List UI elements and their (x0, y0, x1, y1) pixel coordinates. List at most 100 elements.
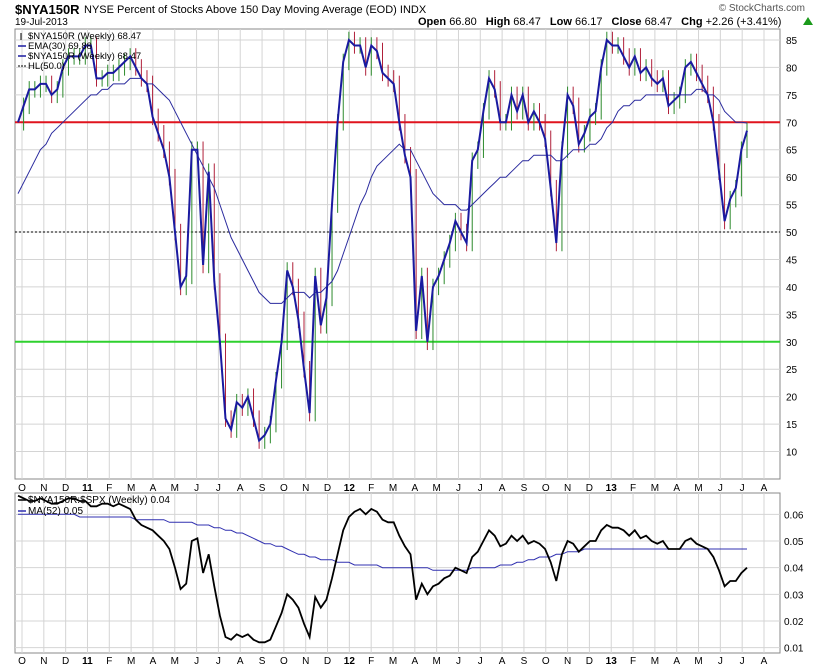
x-tick-label: F (106, 656, 112, 667)
low-label: Low (550, 16, 572, 28)
x-tick-label: F (630, 483, 636, 494)
open-label: Open (418, 16, 446, 28)
y-tick-label: 80 (786, 63, 798, 74)
x-tick-label: D (586, 483, 593, 494)
x-tick-label: O (542, 656, 550, 667)
chart-exchange: INDX (400, 4, 427, 16)
y-tick-label: 0.01 (784, 644, 804, 655)
chg-value: +2.26 (+3.41%) (706, 16, 782, 28)
ratio-line (17, 494, 748, 644)
x-tick-label: J (216, 483, 221, 494)
price-panel-x-axis: O N D 11 F M A M J J A S O N D 12 F M A M J J A S O N D 13 F M A M J J A (18, 483, 768, 494)
x-tick-label: N (564, 656, 571, 667)
x-tick-label: F (106, 483, 112, 494)
x-tick-label: M (432, 656, 440, 667)
high-label: High (486, 16, 511, 28)
x-tick-label: M (171, 656, 179, 667)
y-tick-label: 60 (786, 173, 798, 184)
x-tick-label: 12 (344, 483, 356, 494)
y-tick-label: 0.02 (784, 617, 804, 628)
x-tick-label: F (368, 483, 374, 494)
x-tick-label: J (456, 483, 461, 494)
x-tick-label: N (40, 656, 47, 667)
x-tick-label: M (389, 656, 397, 667)
x-tick-label: A (673, 483, 680, 494)
close-value: 68.47 (645, 16, 673, 28)
chg-label: Chg (681, 16, 702, 28)
y-tick-label: 0.06 (784, 510, 804, 521)
x-tick-label: D (324, 483, 331, 494)
legend-entry: HL(50.0) (28, 61, 65, 72)
price-panel-reference-lines (15, 121, 780, 343)
x-tick-label: S (521, 483, 528, 494)
y-tick-label: 65 (786, 146, 798, 157)
x-tick-label: M (127, 483, 135, 494)
x-tick-label: 12 (344, 656, 356, 667)
x-tick-label: O (280, 656, 288, 667)
x-tick-label: D (586, 656, 593, 667)
x-tick-label: J (216, 656, 221, 667)
price-panel: 10 15 20 25 30 35 40 45 50 55 60 65 70 75 80 85 $NYA150… (14, 28, 798, 480)
high-value: 68.47 (513, 16, 541, 28)
price-panel-lines (17, 37, 748, 443)
x-tick-label: J (718, 483, 723, 494)
price-panel-frame (14, 28, 781, 480)
x-tick-label: J (718, 656, 723, 667)
chart-symbol: $NYA150R (15, 2, 80, 17)
x-tick-label: J (194, 656, 199, 667)
y-tick-label: 40 (786, 283, 798, 294)
y-tick-label: 25 (786, 365, 798, 376)
y-tick-label: 20 (786, 393, 798, 404)
x-tick-label: D (62, 656, 69, 667)
x-tick-label: S (259, 656, 266, 667)
x-tick-label: J (740, 656, 745, 667)
legend-entry: $NYA150R:$SPX (Weekly) 0.04 (28, 495, 170, 506)
x-tick-label: A (411, 656, 418, 667)
x-tick-label: M (432, 483, 440, 494)
x-tick-label: J (478, 483, 483, 494)
x-tick-label: M (127, 656, 135, 667)
x-tick-label: O (18, 656, 26, 667)
x-tick-label: N (40, 483, 47, 494)
triangle-up-icon (803, 17, 813, 25)
chart-watermark: © StockCharts.com (719, 3, 805, 14)
ratio-panel: 0.01 0.02 0.03 0.04 0.05 0.06 $NYA150R:$SPX (… (14, 492, 804, 655)
price-line (17, 37, 748, 443)
x-tick-label: 11 (82, 483, 93, 494)
legend-entry: MA(52) 0.05 (28, 506, 83, 517)
x-tick-label: M (651, 483, 659, 494)
y-tick-label: 10 (786, 448, 798, 459)
chart-description: NYSE Percent of Stocks Above 150 Day Mov… (84, 4, 427, 16)
x-tick-label: A (237, 483, 244, 494)
x-tick-label: M (171, 483, 179, 494)
x-tick-label: A (237, 656, 244, 667)
y-tick-label: 0.03 (784, 590, 804, 601)
y-tick-label: 55 (786, 201, 798, 212)
chart-description-text: NYSE Percent of Stocks Above 150 Day Mov… (84, 4, 397, 16)
x-tick-label: N (564, 483, 571, 494)
ratio-panel-x-axis: O N D 11 F M A M J J A S O N D 12 F M A M J J A S O N D 13 F M A M J J A (18, 656, 768, 667)
y-tick-label: 45 (786, 255, 798, 266)
x-tick-label: D (324, 656, 331, 667)
y-tick-label: 30 (786, 338, 798, 349)
ema-line (17, 77, 748, 304)
x-tick-label: M (651, 656, 659, 667)
x-tick-label: A (499, 656, 506, 667)
x-tick-label: A (411, 483, 418, 494)
ohlc-readout: Open 66.80 High 68.47 Low 66.17 Close 68… (418, 16, 781, 28)
close-label: Close (612, 16, 642, 28)
y-tick-label: 50 (786, 228, 798, 239)
x-tick-label: A (150, 656, 157, 667)
x-tick-label: A (761, 483, 768, 494)
y-tick-label: 75 (786, 91, 798, 102)
x-tick-label: M (694, 483, 702, 494)
x-tick-label: O (280, 483, 288, 494)
y-tick-label: 70 (786, 118, 798, 129)
x-tick-label: J (456, 656, 461, 667)
price-panel-grid (15, 29, 780, 479)
open-value: 66.80 (449, 16, 477, 28)
ratio-panel-grid (15, 493, 780, 653)
